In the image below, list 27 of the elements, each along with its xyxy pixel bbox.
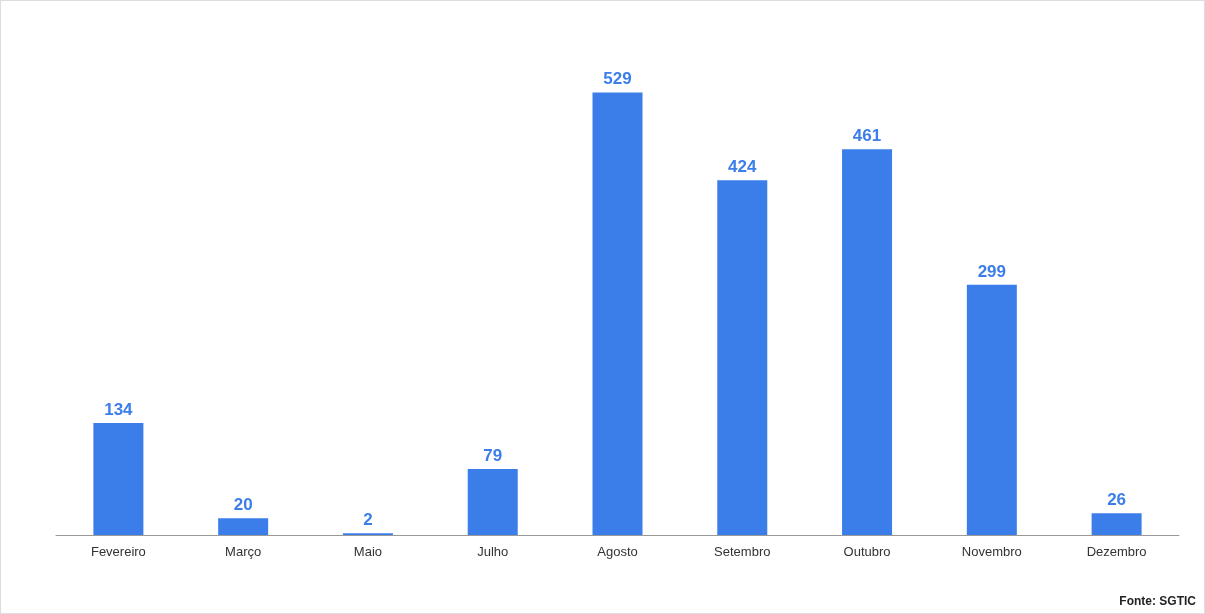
- x-tick-label: Outubro: [843, 544, 891, 559]
- bar: [592, 92, 643, 535]
- bar: [717, 180, 768, 535]
- data-label: 299: [977, 261, 1007, 281]
- x-tick-label: Agosto: [597, 544, 638, 559]
- data-label: 2: [363, 510, 373, 530]
- bar: [467, 468, 518, 535]
- bar: [93, 422, 144, 535]
- x-tick-label: Maio: [353, 544, 383, 559]
- data-label: 529: [603, 69, 632, 89]
- x-tick-label: Setembro: [714, 544, 771, 559]
- source-note: Fonte: SGTIC: [1119, 594, 1197, 608]
- bar: [1091, 513, 1142, 535]
- data-label: 26: [1107, 490, 1127, 510]
- x-tick-label: Julho: [477, 544, 509, 559]
- x-tick-label: Novembro: [961, 544, 1022, 559]
- data-label: 424: [728, 157, 757, 177]
- x-tick-label: Dezembro: [1086, 544, 1147, 559]
- bar: [842, 149, 893, 535]
- data-label: 461: [852, 126, 882, 146]
- x-tick-label: Fevereiro: [90, 544, 146, 559]
- x-tick-label: Março: [225, 544, 262, 559]
- data-label: 79: [483, 445, 503, 465]
- data-label: 134: [104, 399, 134, 419]
- data-label: 20: [233, 495, 253, 515]
- bar: [966, 284, 1017, 535]
- bar: [218, 518, 269, 535]
